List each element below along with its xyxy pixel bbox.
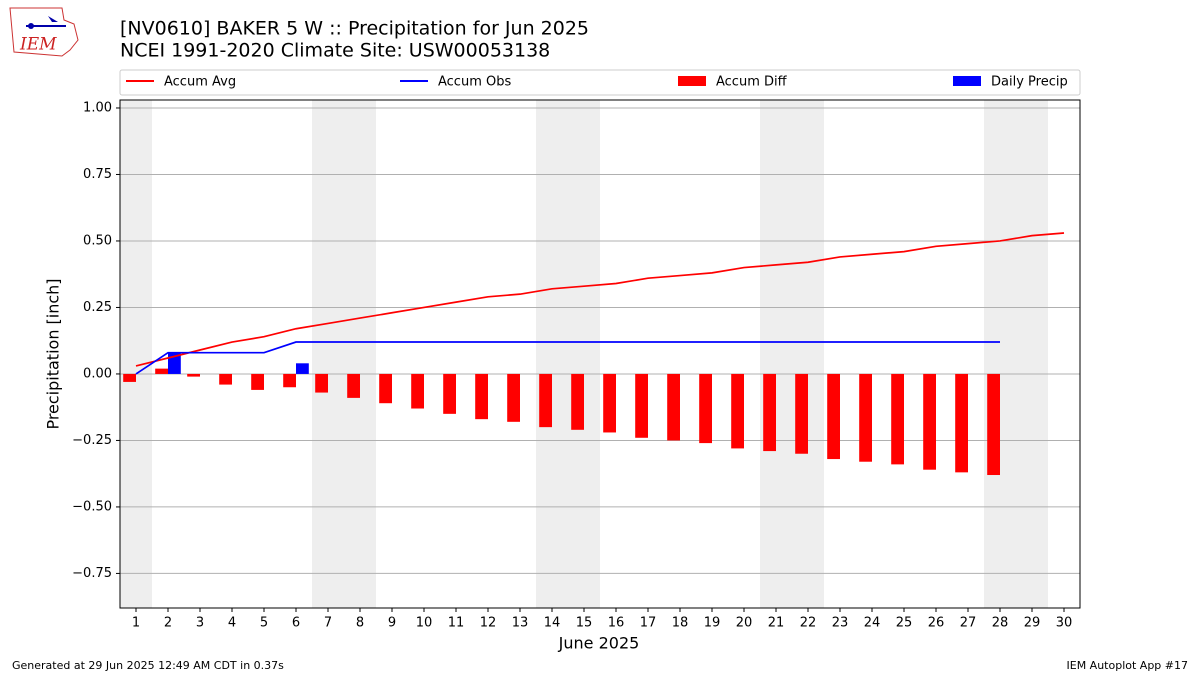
line <box>135 232 1065 367</box>
bar <box>347 373 360 398</box>
weekend-band <box>760 100 824 608</box>
bar <box>379 373 392 404</box>
bar <box>667 373 680 441</box>
x-tick-label: 2 <box>164 616 172 631</box>
y-tick-label: 0.75 <box>83 167 112 182</box>
x-tick-label: 7 <box>324 616 332 631</box>
bar <box>603 373 616 433</box>
bar <box>539 373 552 428</box>
bar <box>955 373 968 473</box>
bar <box>283 373 296 388</box>
logo-flag <box>48 16 58 22</box>
y-tick-label: −0.50 <box>72 499 112 514</box>
logo-text: IEM <box>19 35 57 55</box>
x-tick-label: 1 <box>132 616 140 631</box>
legend-swatch <box>678 76 706 86</box>
bar <box>987 373 1000 476</box>
legend-label: Daily Precip <box>991 75 1068 90</box>
bar <box>859 373 872 462</box>
plot <box>116 107 1080 612</box>
bar <box>923 373 936 470</box>
bar <box>443 373 456 414</box>
legend-label: Accum Obs <box>438 75 511 90</box>
x-tick-label: 19 <box>704 616 721 631</box>
logo-dot <box>28 23 34 29</box>
x-tick-label: 21 <box>768 616 785 631</box>
y-tick-label: 0.25 <box>83 300 112 315</box>
x-axis-label: June 2025 <box>558 634 640 653</box>
bar <box>411 373 424 409</box>
bar <box>123 373 136 382</box>
legend-label: Accum Diff <box>716 75 788 90</box>
legend-swatch <box>953 76 981 86</box>
plot-frame <box>119 99 1081 609</box>
weekend-band <box>312 100 376 608</box>
weekend-band <box>536 100 600 608</box>
bar <box>891 373 904 465</box>
legend: Accum Avg Accum Obs Accum Diff Daily Precip <box>126 75 1068 90</box>
x-tick-label: 16 <box>608 616 625 631</box>
line <box>135 341 1000 375</box>
x-tick-label: 5 <box>260 616 268 631</box>
x-tick-label: 9 <box>388 616 396 631</box>
weekend-band <box>984 100 1048 608</box>
x-tick-label: 22 <box>800 616 817 631</box>
x-tick-label: 29 <box>1024 616 1041 631</box>
x-tick-label: 23 <box>832 616 849 631</box>
bar <box>827 373 840 460</box>
x-tick-label: 25 <box>896 616 913 631</box>
logo: IEM <box>9 7 79 57</box>
x-tick-label: 12 <box>480 616 497 631</box>
bar <box>571 373 584 430</box>
bar <box>763 373 776 452</box>
y-tick-label: −0.75 <box>72 566 112 581</box>
bar <box>296 363 309 374</box>
x-tick-label: 20 <box>736 616 753 631</box>
x-tick-label: 24 <box>864 616 881 631</box>
bar <box>187 373 200 377</box>
chart-title: [NV0610] BAKER 5 W :: Precipitation for … <box>120 18 589 40</box>
bar <box>219 373 232 385</box>
x-tick-label: 3 <box>196 616 204 631</box>
x-tick-label: 26 <box>928 616 945 631</box>
x-tick-label: 8 <box>356 616 364 631</box>
y-axis-label: Precipitation [inch] <box>44 278 63 429</box>
legend-box <box>119 69 1081 96</box>
y-tick-label: −0.25 <box>72 433 112 448</box>
x-tick-label: 15 <box>576 616 593 631</box>
bar <box>699 373 712 444</box>
x-tick-label: 30 <box>1056 616 1073 631</box>
x-tick-label: 18 <box>672 616 689 631</box>
weekend-band <box>120 100 152 608</box>
bar <box>635 373 648 438</box>
y-tick-label: 0.50 <box>83 233 112 248</box>
footer-left: Generated at 29 Jun 2025 12:49 AM CDT in… <box>12 659 284 672</box>
bar <box>507 373 520 422</box>
x-tick-label: 28 <box>992 616 1009 631</box>
footer-right: IEM Autoplot App #17 <box>1067 659 1189 672</box>
x-tick-label: 11 <box>448 616 465 631</box>
x-tick-label: 17 <box>640 616 657 631</box>
bar <box>731 373 744 449</box>
bar <box>475 373 488 420</box>
x-tick-label: 27 <box>960 616 977 631</box>
logo-outline <box>9 7 79 57</box>
x-tick-label: 4 <box>228 616 236 631</box>
x-tick-label: 14 <box>544 616 561 631</box>
x-tick-label: 13 <box>512 616 529 631</box>
legend-label: Accum Avg <box>164 75 236 90</box>
y-tick-label: 1.00 <box>83 100 112 115</box>
bar <box>251 373 264 390</box>
weekend-shading <box>120 100 1048 608</box>
x-tick-label: 6 <box>292 616 300 631</box>
x-tick-label: 10 <box>416 616 433 631</box>
chart-subtitle: NCEI 1991-2020 Climate Site: USW00053138 <box>120 40 550 62</box>
bar <box>155 368 168 374</box>
bar <box>795 373 808 454</box>
bar <box>315 373 328 393</box>
y-tick-label: 0.00 <box>83 366 112 381</box>
